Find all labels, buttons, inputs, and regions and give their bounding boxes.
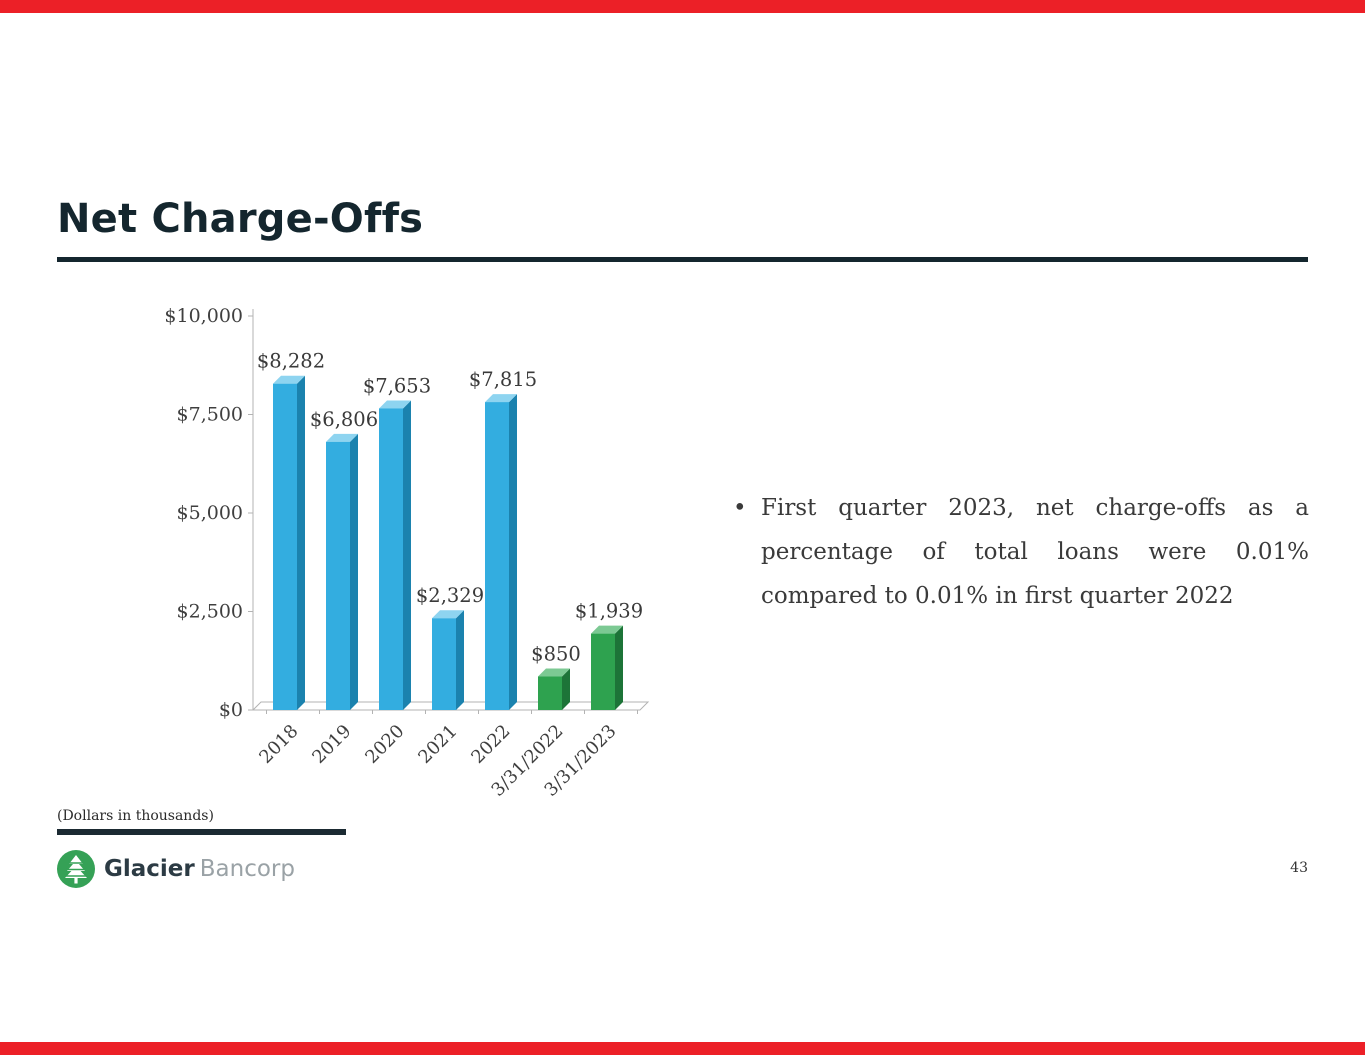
bullet-line-3: compared to 0.01% in first quarter 2022	[761, 583, 1234, 609]
bar-side	[297, 375, 305, 710]
bar-side	[615, 625, 623, 710]
chart-area: $10,000 $7,500 $5,000 $2,500 $0 $8,282 2018 $6,…	[95, 292, 695, 812]
bar-value-label: $1,939	[575, 600, 643, 623]
bar-chart: $10,000 $7,500 $5,000 $2,500 $0 $8,282 2018 $6,…	[164, 305, 650, 801]
bottom-accent-bar	[0, 1042, 1365, 1055]
bar-top	[485, 394, 517, 403]
bullet-line-1: First quarter 2023, net charge-offs as a	[761, 495, 1309, 521]
bar-value-label: $6,806	[310, 408, 378, 431]
y-tick-label: $7,500	[177, 404, 243, 426]
bar-3/31/2023	[591, 633, 615, 710]
bar-top	[379, 400, 411, 409]
y-tick-label: $0	[219, 699, 243, 721]
y-tick-label: $2,500	[177, 601, 243, 623]
bar-side	[403, 400, 411, 710]
bar-side	[562, 668, 570, 710]
x-axis-label: 2020	[361, 721, 408, 768]
bar-2019	[326, 441, 350, 710]
footnote: (Dollars in thousands)	[57, 808, 214, 824]
bullet-marker: •	[733, 495, 747, 521]
bar-2022	[485, 402, 509, 710]
company-logo: Glacier Bancorp	[57, 850, 295, 888]
bar-value-label: $7,815	[469, 368, 537, 391]
tree-icon	[57, 850, 95, 888]
bar-top	[432, 610, 464, 619]
y-tick-label: $10,000	[164, 305, 243, 327]
footnote-divider	[57, 829, 346, 835]
top-accent-bar	[0, 0, 1365, 13]
bar-value-label: $850	[531, 643, 581, 666]
title-divider	[57, 257, 1308, 262]
y-tick-label: $5,000	[177, 502, 243, 524]
bar-side	[456, 610, 464, 710]
bar-top	[326, 433, 358, 442]
bar-top	[538, 668, 570, 677]
bar-top	[591, 625, 623, 634]
logo-brand-suffix: Bancorp	[199, 856, 295, 882]
bar-side	[509, 394, 517, 710]
bar-2021	[432, 618, 456, 710]
bullet-item: • First quarter 2023, net charge-offs as…	[733, 486, 1311, 618]
bar-2020	[379, 408, 403, 710]
bar-2018	[273, 383, 297, 710]
page-number: 43	[1290, 860, 1308, 876]
bar-value-label: $8,282	[257, 350, 325, 373]
page-title: Net Charge-Offs	[57, 196, 424, 242]
x-axis-label: 2018	[255, 721, 302, 768]
bar-3/31/2022	[538, 676, 562, 710]
bullet-text: First quarter 2023, net charge-offs as a…	[761, 486, 1309, 618]
bar-value-label: $7,653	[363, 374, 431, 397]
bar-value-label: $2,329	[416, 584, 484, 607]
bullet-line-2: percentage of total loans were 0.01%	[761, 539, 1309, 565]
x-axis-label: 2022	[467, 721, 514, 768]
x-axis-label: 2021	[414, 721, 461, 768]
x-axis-label: 2019	[308, 721, 355, 768]
bar-top	[273, 375, 305, 384]
bar-side	[350, 433, 358, 710]
logo-brand-name: Glacier	[104, 856, 195, 882]
